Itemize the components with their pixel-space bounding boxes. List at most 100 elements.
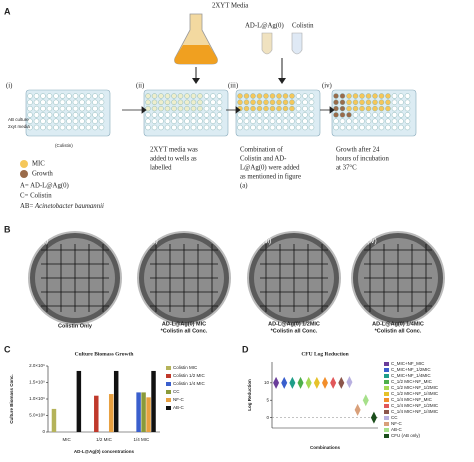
well (171, 124, 177, 131)
well (177, 99, 184, 106)
well (289, 118, 295, 124)
caption: labelled (150, 165, 172, 172)
well (404, 93, 411, 99)
well (398, 118, 404, 124)
well (145, 118, 151, 124)
well (365, 105, 372, 112)
well (27, 93, 33, 99)
violin (346, 376, 353, 389)
y-tick-label: 5.0×10⁸ (29, 413, 45, 418)
well (190, 105, 197, 112)
key: Acinetobacter baumannii (34, 203, 104, 210)
well (352, 112, 359, 118)
well (190, 118, 197, 124)
legend-swatch (384, 398, 389, 402)
well (359, 118, 365, 124)
well (378, 124, 385, 131)
well (352, 99, 359, 106)
legend-label: Colistin 1/4 MIC (173, 381, 206, 386)
well (72, 105, 79, 112)
well (72, 99, 79, 106)
well (151, 118, 158, 124)
well (333, 112, 339, 118)
well (177, 124, 184, 131)
well (346, 99, 352, 106)
well (59, 99, 66, 106)
well (308, 99, 315, 106)
well (27, 118, 33, 124)
violin (305, 376, 312, 389)
well (276, 99, 282, 106)
well (98, 93, 105, 99)
y-tick-label: 1.0×10⁹ (29, 396, 45, 401)
well (171, 99, 177, 106)
well (250, 93, 256, 99)
legend-label: CC (391, 415, 398, 420)
well (151, 93, 158, 99)
caption: (a) (240, 183, 248, 190)
well (302, 105, 308, 112)
plate-label: (iii) (262, 238, 271, 245)
legend-swatch (384, 434, 389, 438)
well (145, 105, 151, 112)
legend-swatch (384, 392, 389, 396)
x-axis-label: AD-L@Ag(0) concentrations (74, 449, 135, 454)
well (85, 93, 92, 99)
well (391, 93, 398, 99)
key: C= Colistin (20, 193, 52, 200)
well (66, 99, 72, 106)
well (391, 118, 398, 124)
well (385, 124, 391, 131)
well (85, 112, 92, 118)
well (339, 112, 346, 118)
legend-swatch (384, 416, 389, 420)
bar (151, 370, 156, 432)
well (339, 105, 346, 112)
well (46, 112, 53, 118)
legend-label: AB-C (391, 427, 403, 432)
well (263, 124, 269, 131)
well (164, 99, 171, 106)
well (171, 112, 177, 118)
well (256, 112, 263, 118)
well (145, 93, 151, 99)
key: AB= (20, 203, 35, 210)
well (359, 112, 365, 118)
well (385, 99, 391, 106)
caption: Combination of (240, 147, 284, 154)
well (85, 118, 92, 124)
well (282, 112, 289, 118)
chart-title: CFU Log Reduction (301, 351, 348, 357)
legend-label: C_1/4 MIC+NF_1/4MIC (391, 409, 439, 414)
well (164, 105, 171, 112)
well (372, 99, 378, 106)
well (27, 124, 33, 131)
well (333, 105, 339, 112)
well (256, 105, 263, 112)
well (295, 99, 302, 106)
plate-caption: *Colistin all Conc. (161, 328, 208, 334)
well (184, 99, 190, 106)
well (79, 112, 85, 118)
well (333, 118, 339, 124)
bar (108, 394, 114, 432)
legend-label: C_1/4 MIC+NF_1/2MIC (391, 403, 439, 408)
legend-swatch (384, 386, 389, 390)
key: AB= Acinetobacter baumannii (20, 203, 104, 210)
well (203, 118, 210, 124)
well (53, 99, 59, 106)
well (92, 118, 98, 124)
well (158, 124, 164, 131)
well (269, 105, 276, 112)
legend-label: CFU (AB only) (391, 433, 421, 438)
violin (273, 376, 280, 389)
well (190, 124, 197, 131)
chart-title: Culture Biomass Growth (75, 351, 134, 357)
well (295, 105, 302, 112)
charts: C Culture Biomass Growth 0 5.0×10⁸ 1.0×10⁹ 1.… (4, 344, 439, 454)
well (79, 124, 85, 131)
well (398, 99, 404, 106)
well (40, 105, 46, 112)
well (269, 93, 276, 99)
well (53, 124, 59, 131)
